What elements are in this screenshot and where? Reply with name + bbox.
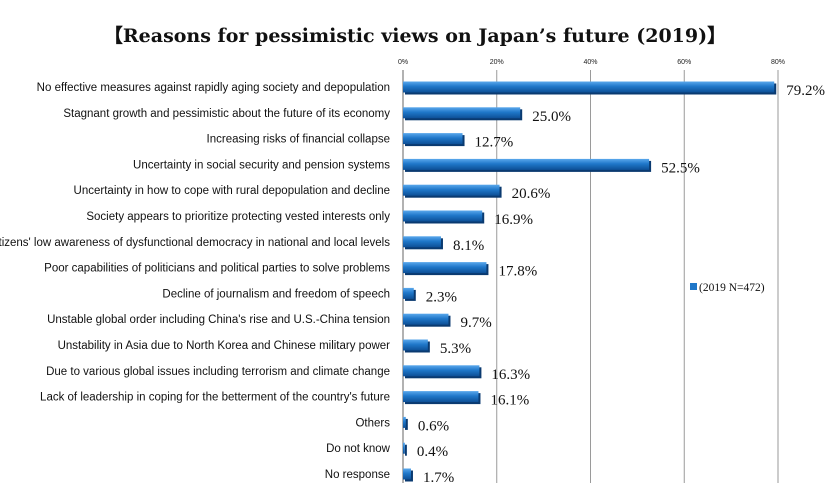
category-label: Do not know <box>326 443 391 455</box>
value-label: 79.2% <box>786 83 825 99</box>
category-label: Others <box>355 417 390 429</box>
value-labels: 79.2% 25.0% 12.7% 52.5% 20.6% 16.9% 8.1% 17.8% 2… <box>417 83 825 486</box>
value-label: 16.3% <box>491 367 530 383</box>
bar <box>403 81 775 93</box>
bar <box>403 210 483 222</box>
value-label: 1.7% <box>423 470 454 486</box>
legend-swatch <box>690 283 697 290</box>
value-label: 20.6% <box>512 186 551 202</box>
bar <box>403 287 414 299</box>
value-label: 0.6% <box>418 418 449 434</box>
category-label: Decline of journalism and freedom of spe… <box>162 288 390 300</box>
category-label: Poor capabilities of politicians and pol… <box>44 263 390 275</box>
bar <box>403 416 406 428</box>
bar <box>403 391 479 403</box>
category-label: Unstable global order including China's … <box>47 314 390 326</box>
value-label: 2.3% <box>426 289 457 305</box>
value-label: 12.7% <box>475 135 514 151</box>
value-label: 8.1% <box>453 238 484 254</box>
grid-lines <box>402 70 779 483</box>
x-tick-label: 0% <box>398 59 408 66</box>
category-labels: No effective measures against rapidly ag… <box>0 82 391 481</box>
x-tick-label: 40% <box>583 59 597 66</box>
x-tick-label: 80% <box>771 59 785 66</box>
value-label: 9.7% <box>460 315 491 331</box>
bars <box>403 81 777 482</box>
value-label: 17.8% <box>498 264 537 280</box>
category-label: Uncertainty in how to cope with rural de… <box>74 185 390 197</box>
legend: (2019 N=472) <box>690 282 765 294</box>
bar <box>403 313 449 325</box>
category-label: Stagnant growth and pessimistic about th… <box>63 108 390 120</box>
bar <box>403 262 487 274</box>
bar-shadow <box>405 418 408 430</box>
category-label: Due to various global issues including t… <box>46 366 390 378</box>
value-label: 16.1% <box>490 393 529 409</box>
category-label: Unstability in Asia due to North Korea a… <box>58 340 391 352</box>
category-label: No response <box>325 469 390 481</box>
value-label: 52.5% <box>661 160 700 176</box>
bar-shadow <box>405 444 407 456</box>
x-tick-label: 20% <box>490 59 504 66</box>
category-label: Citizens' low awareness of dysfunctional… <box>0 237 390 249</box>
bar <box>403 468 411 480</box>
legend-label: (2019 N=472) <box>699 282 765 294</box>
chart-title: 【Reasons for pessimistic views on Japan’… <box>104 24 726 47</box>
bar <box>403 339 428 351</box>
bar <box>403 365 480 377</box>
bar <box>403 184 500 196</box>
value-label: 0.4% <box>417 444 448 460</box>
value-label: 16.9% <box>494 212 533 228</box>
x-axis-ticks: 0% 20% 40% 60% 80% <box>398 59 785 66</box>
category-label: Lack of leadership in coping for the bet… <box>40 392 390 404</box>
category-label: Society appears to prioritize protecting… <box>86 211 390 223</box>
bar <box>403 442 405 454</box>
category-label: No effective measures against rapidly ag… <box>37 82 390 94</box>
category-label: Uncertainty in social security and pensi… <box>133 159 390 171</box>
bar <box>403 158 650 170</box>
value-label: 25.0% <box>532 109 571 125</box>
category-label: Increasing risks of financial collapse <box>207 134 390 146</box>
bar <box>403 236 441 248</box>
bar <box>403 107 521 119</box>
bar <box>403 133 463 145</box>
x-tick-label: 60% <box>677 59 691 66</box>
value-label: 5.3% <box>440 341 471 357</box>
